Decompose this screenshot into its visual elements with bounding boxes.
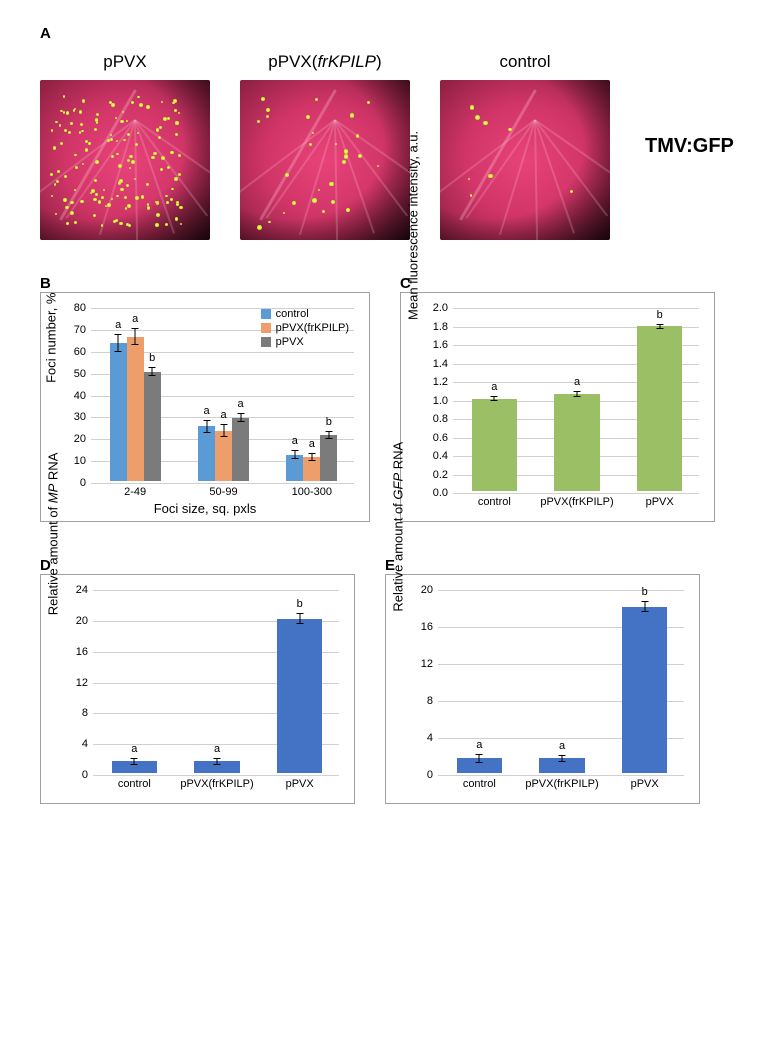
chart-gfp-rna: 048121620acontrolapPVX(frKPILP)bpPVXRela… [385, 574, 700, 804]
leaf-frkpilp-title: pPVX(frKPILP) [268, 52, 381, 72]
panel-b-label: B [40, 275, 370, 292]
panel-e-label: E [385, 557, 700, 574]
leaf-control-img [440, 80, 610, 240]
leaf-ppvx: pPVX [40, 52, 210, 240]
leaf-ppvx-title: pPVX [103, 52, 146, 72]
leaf-frkpilp-img [240, 80, 410, 240]
panel-c-label: C [400, 275, 715, 292]
panel-b: B 010203040506070802-49aab50-99aaa100-30… [40, 275, 370, 522]
chart-fluorescence: 0.00.20.40.60.81.01.21.41.61.82.0acontro… [400, 292, 715, 522]
leaf-ppvx-img [40, 80, 210, 240]
chart-foci-number: 010203040506070802-49aab50-99aaa100-300a… [40, 292, 370, 522]
tmv-gfp-label: TMV:GFP [645, 135, 734, 158]
panel-e: E 048121620acontrolapPVX(frKPILP)bpPVXRe… [385, 557, 700, 804]
panel-a-label: A [40, 25, 722, 42]
leaf-control-title: control [499, 52, 550, 72]
chart-mp-rna: 04812162024acontrolapPVX(frKPILP)bpPVXRe… [40, 574, 355, 804]
panel-d: D 04812162024acontrolapPVX(frKPILP)bpPVX… [40, 557, 355, 804]
leaf-frkpilp: pPVX(frKPILP) [240, 52, 410, 240]
panel-c: C 0.00.20.40.60.81.01.21.41.61.82.0acont… [400, 275, 715, 522]
panel-d-label: D [40, 557, 355, 574]
panel-a: A pPVX pPVX(frKPILP) control TMV:GFP [40, 25, 722, 240]
leaf-control: control [440, 52, 610, 240]
